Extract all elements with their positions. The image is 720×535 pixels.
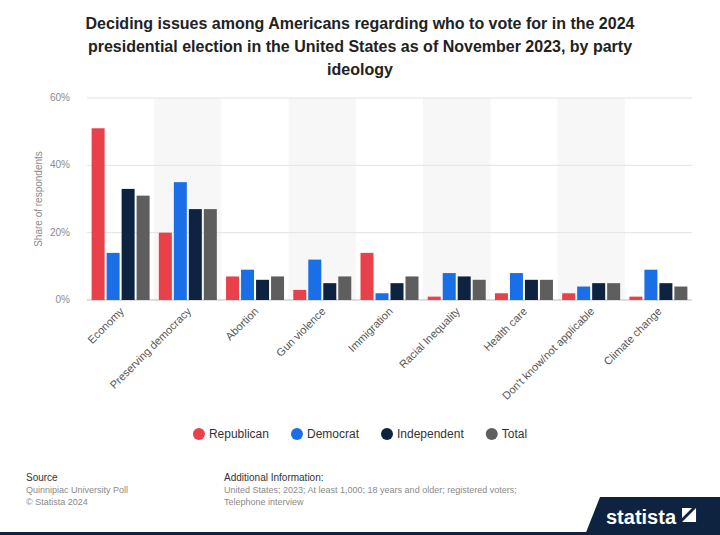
x-tick-label: Economy <box>85 305 126 346</box>
bar <box>525 280 538 300</box>
bar <box>323 283 336 300</box>
info-heading: Additional Information: <box>224 472 324 483</box>
source: Quinnipiac University Poll <box>26 485 128 495</box>
bar <box>338 276 351 300</box>
bar <box>577 287 590 300</box>
bar <box>406 276 419 300</box>
x-tick-label: Racial Inequality <box>397 305 463 371</box>
bars <box>92 128 688 300</box>
bar <box>159 233 172 300</box>
x-tick-label: Gun violence <box>274 305 328 359</box>
bar <box>361 253 374 300</box>
bar <box>271 276 284 300</box>
logo-bg <box>585 497 720 535</box>
bar <box>174 182 187 300</box>
bar <box>592 283 605 300</box>
y-axis-label: Share of respondents <box>33 151 44 247</box>
bar <box>107 253 120 300</box>
y-tick-label: 20% <box>50 227 70 238</box>
bar <box>226 276 239 300</box>
x-tick-label: Preserving democracy <box>107 305 193 391</box>
bar <box>540 280 553 300</box>
x-tick-label: Don't know/not applicable <box>500 305 597 402</box>
bar <box>510 273 523 300</box>
x-tick-label: Health care <box>481 305 529 353</box>
legend-swatch <box>193 428 205 440</box>
bar <box>644 270 657 300</box>
y-tick-label: 0% <box>56 294 71 305</box>
bar <box>629 297 642 300</box>
bar <box>428 297 441 300</box>
legend-label: Total <box>502 427 527 441</box>
bar <box>443 273 456 300</box>
legend-label: Independent <box>397 427 464 441</box>
bar <box>189 209 202 300</box>
bar <box>495 293 508 300</box>
legend-swatch <box>486 428 498 440</box>
bar <box>458 276 471 300</box>
chart-title: Deciding issues among Americans regardin… <box>80 12 640 81</box>
bar <box>562 293 575 300</box>
bar <box>308 260 321 300</box>
bar <box>607 283 620 300</box>
logo-text: statista <box>606 506 677 528</box>
legend-swatch <box>381 428 393 440</box>
info-line: United States; 2023; At least 1,000; 18 … <box>224 485 517 495</box>
copyright: © Statista 2024 <box>26 497 88 507</box>
bar <box>256 280 269 300</box>
bar <box>473 280 486 300</box>
bottom-bar <box>0 532 720 535</box>
band <box>289 98 356 300</box>
bar <box>241 270 254 300</box>
source-heading: Source <box>26 472 58 483</box>
x-tick-label: Climate change <box>601 305 664 368</box>
bar <box>293 290 306 300</box>
y-tick-label: 60% <box>50 92 70 103</box>
bar <box>204 209 217 300</box>
bar <box>122 189 135 300</box>
y-tick-label: 40% <box>50 159 70 170</box>
legend-swatch <box>291 428 303 440</box>
logo-mark <box>682 508 696 522</box>
bar <box>376 293 389 300</box>
chart-svg: 0% 20% 40% 60% Share of respondents EconomyPr… <box>0 0 720 535</box>
grid-line <box>87 165 692 166</box>
legend-label: Republican <box>209 427 269 441</box>
bar <box>659 283 672 300</box>
x-tick-label: Abortion <box>223 305 260 342</box>
x-tick-label: Immigration <box>346 305 395 354</box>
info-line: Telephone interview <box>224 497 304 507</box>
bar <box>391 283 404 300</box>
band <box>558 98 625 300</box>
bar <box>674 287 687 300</box>
band <box>423 98 490 300</box>
legend: Republican Democrat Independent Total <box>193 427 527 441</box>
bar <box>137 196 150 300</box>
bar <box>92 128 105 300</box>
legend-label: Democrat <box>307 427 360 441</box>
grid-line <box>87 98 692 99</box>
band <box>154 98 221 300</box>
